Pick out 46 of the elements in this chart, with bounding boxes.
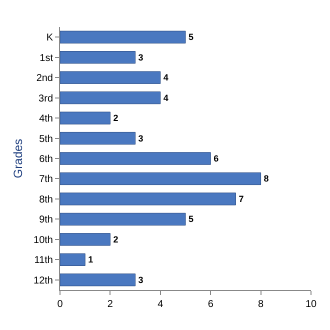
bar <box>60 274 136 286</box>
bar <box>60 112 110 124</box>
data-label: 8 <box>264 174 269 184</box>
bar <box>60 30 186 44</box>
x-tick-label: 6 <box>208 299 214 310</box>
bar <box>60 253 86 266</box>
y-tick-label: 7th <box>39 174 53 186</box>
y-tick-label: 9th <box>39 214 53 226</box>
bar <box>60 132 136 145</box>
data-label: 3 <box>138 274 144 285</box>
bar <box>60 91 161 104</box>
y-tick-label: 3rd <box>38 93 53 104</box>
bar <box>60 192 236 206</box>
data-label: 5 <box>188 214 194 224</box>
y-tick-label: K <box>46 32 54 44</box>
data-label: 5 <box>188 32 194 42</box>
y-tick-label: 1st <box>40 52 54 64</box>
bar <box>60 51 136 64</box>
data-label: 7 <box>238 194 244 204</box>
data-label: 4 <box>163 92 168 103</box>
data-label: 3 <box>138 52 144 62</box>
y-tick-label: 12th <box>34 275 53 286</box>
y-tick-label: 8th <box>39 194 53 206</box>
data-label: 3 <box>138 133 144 144</box>
y-tick-label: 5th <box>39 134 53 145</box>
y-axis-title: Grades <box>10 138 25 178</box>
y-tick-label: 4th <box>39 114 53 125</box>
data-label: 4 <box>163 72 168 83</box>
data-label: 2 <box>113 234 118 244</box>
bar <box>60 172 262 186</box>
data-label: 1 <box>88 254 94 265</box>
y-tick-label: 11th <box>34 255 53 266</box>
y-tick-label: 6th <box>39 154 53 165</box>
bar <box>60 152 211 165</box>
bar <box>60 212 186 226</box>
bar <box>60 233 110 246</box>
x-tick-label: 4 <box>158 299 164 310</box>
y-tick-label: 10th <box>34 234 53 246</box>
data-label: 2 <box>113 113 118 124</box>
x-tick-label: 0 <box>57 299 64 310</box>
bar <box>60 71 161 84</box>
x-tick-label: 8 <box>258 299 264 310</box>
x-tick-label: 2 <box>107 299 114 310</box>
y-tick-label: 2nd <box>36 73 53 84</box>
x-tick-label: 10 <box>305 299 317 310</box>
data-label: 6 <box>214 154 219 164</box>
